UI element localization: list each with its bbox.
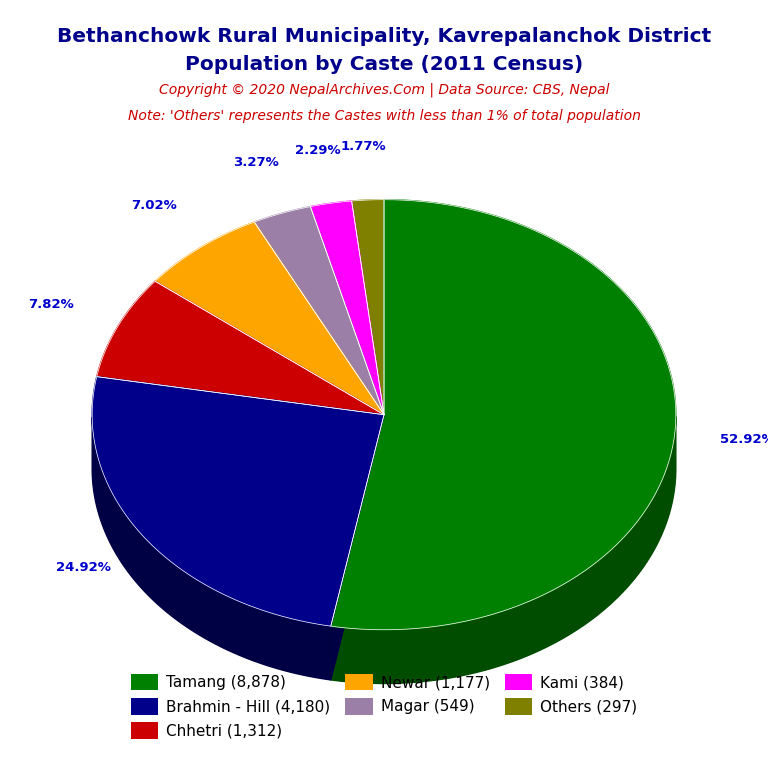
Polygon shape [92, 376, 384, 626]
Text: Note: 'Others' represents the Castes with less than 1% of total population: Note: 'Others' represents the Castes wit… [127, 109, 641, 123]
Text: 7.82%: 7.82% [28, 298, 74, 311]
Text: 7.02%: 7.02% [131, 200, 177, 213]
Polygon shape [352, 200, 384, 415]
Legend: Tamang (8,878), Brahmin - Hill (4,180), Chhetri (1,312), Newar (1,177), Magar (5: Tamang (8,878), Brahmin - Hill (4,180), … [124, 667, 644, 745]
Polygon shape [310, 201, 384, 415]
Text: 3.27%: 3.27% [233, 157, 279, 170]
Text: Copyright © 2020 NepalArchives.Com | Data Source: CBS, Nepal: Copyright © 2020 NepalArchives.Com | Dat… [159, 83, 609, 98]
Text: 1.77%: 1.77% [341, 140, 386, 153]
Polygon shape [331, 415, 384, 680]
Polygon shape [254, 207, 384, 415]
Polygon shape [331, 416, 676, 684]
Ellipse shape [92, 253, 676, 684]
Text: Population by Caste (2011 Census): Population by Caste (2011 Census) [185, 55, 583, 74]
Polygon shape [92, 417, 331, 680]
Polygon shape [155, 222, 384, 415]
Text: Bethanchowk Rural Municipality, Kavrepalanchok District: Bethanchowk Rural Municipality, Kavrepal… [57, 27, 711, 46]
Text: 24.92%: 24.92% [57, 561, 111, 574]
Polygon shape [331, 200, 676, 630]
Polygon shape [331, 415, 384, 680]
Polygon shape [97, 281, 384, 415]
Text: 52.92%: 52.92% [720, 433, 768, 446]
Text: 2.29%: 2.29% [295, 144, 340, 157]
